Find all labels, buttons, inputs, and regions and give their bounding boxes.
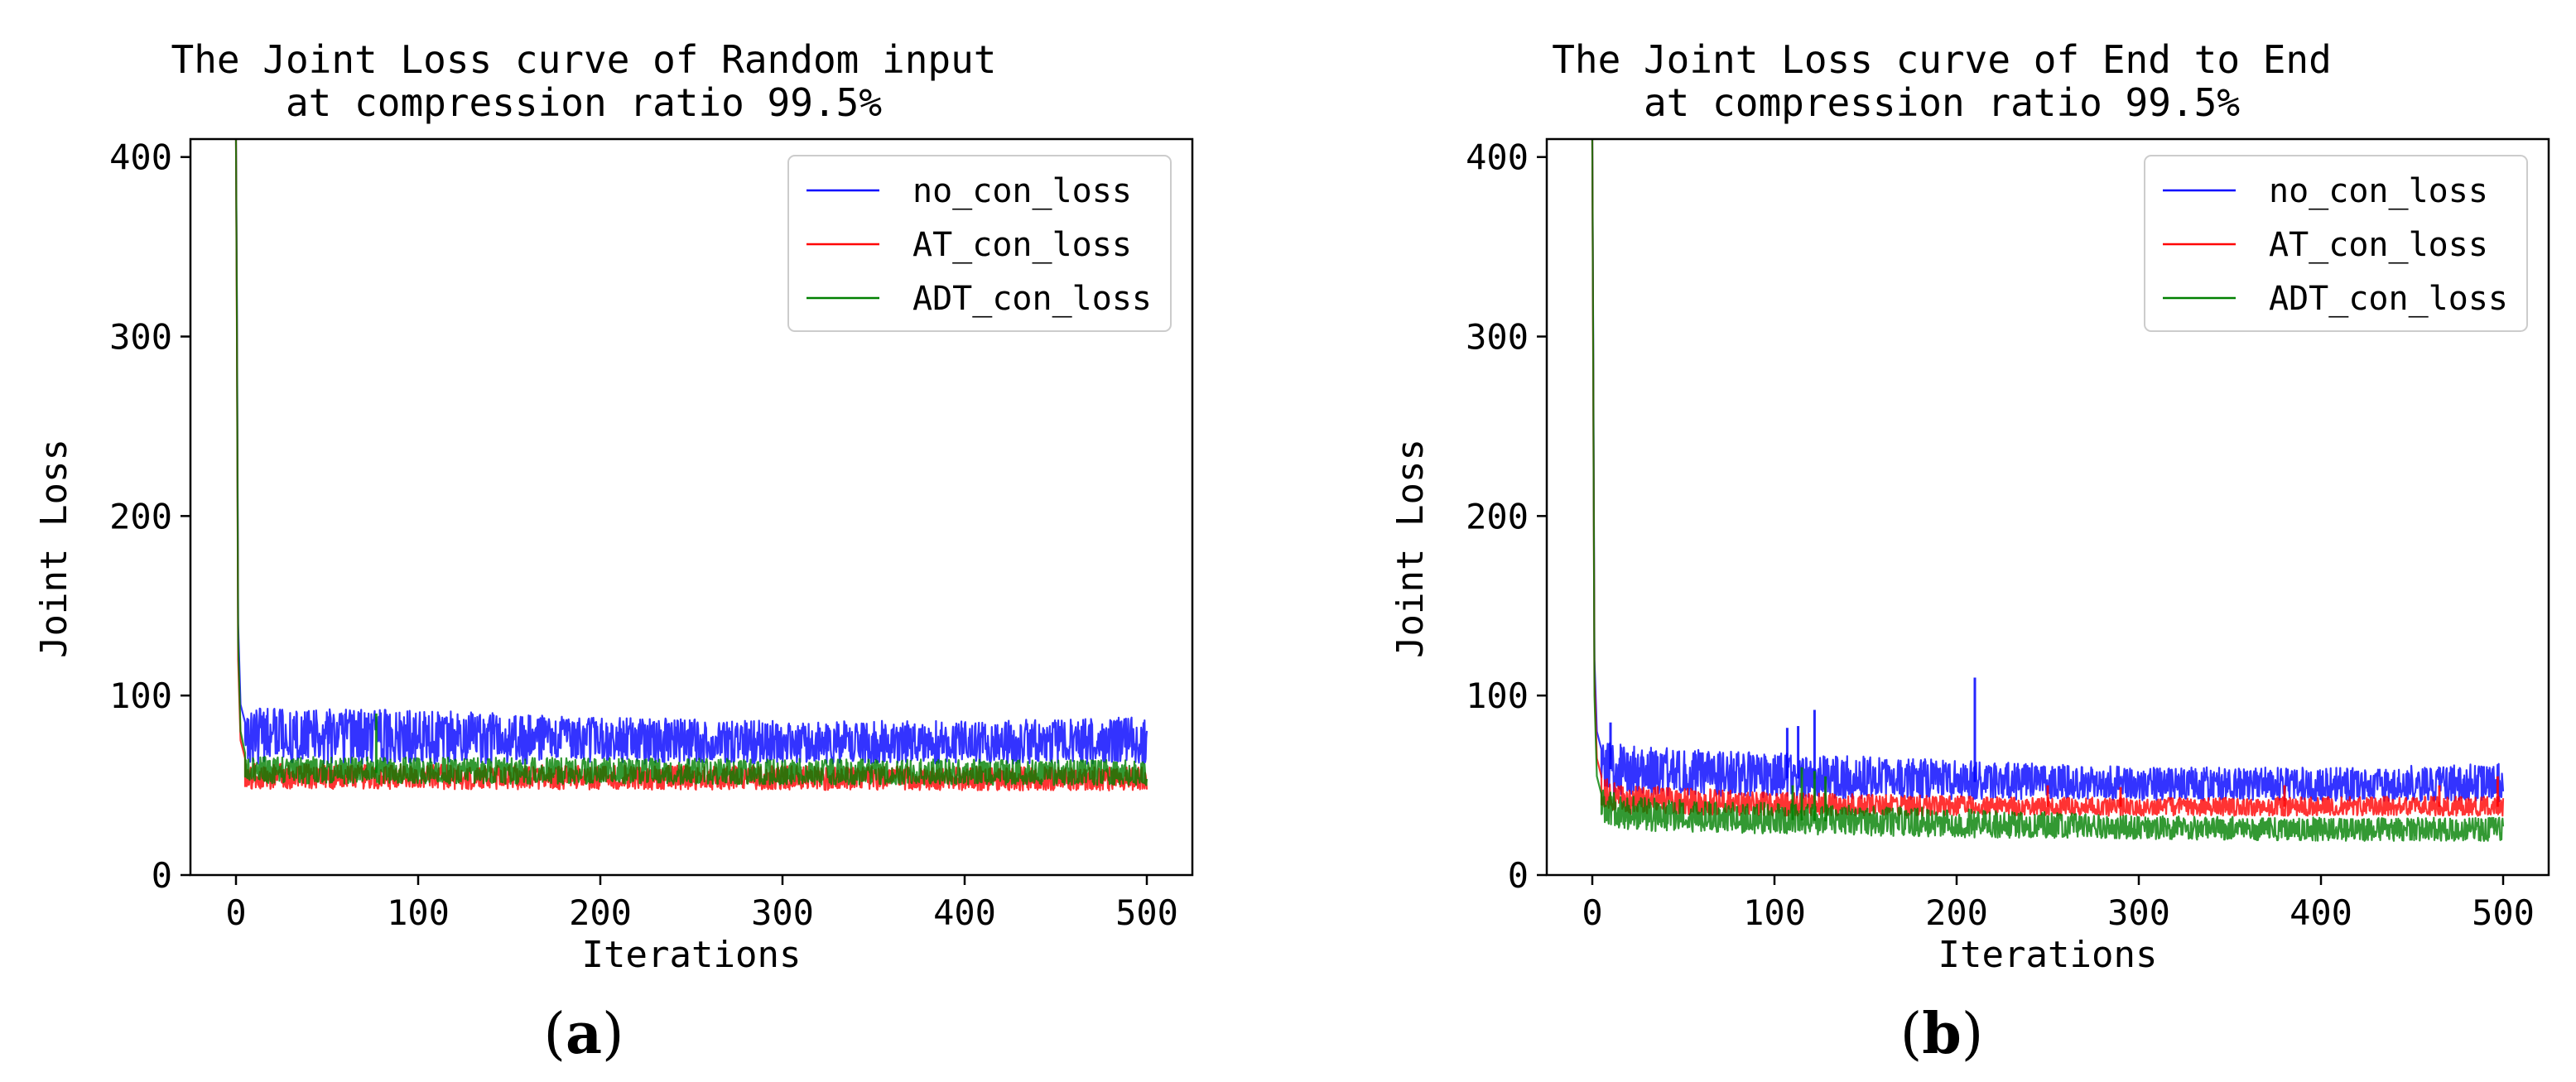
chart-title-line1: The Joint Loss curve of Random input: [171, 37, 997, 82]
series-line-ADT_con_loss: [234, 139, 1148, 786]
axes-frame: [189, 137, 1194, 877]
series-no_con_loss: [234, 139, 1148, 765]
series-ADT_con_loss: [1591, 139, 2505, 842]
y-tick-label: 0: [1508, 855, 1529, 896]
y-axis-label: Joint Loss: [33, 439, 75, 658]
legend-label-AT_con_loss: AT_con_loss: [912, 226, 1132, 264]
panel-label-open: (: [1900, 1002, 1923, 1067]
panel-label: (a): [543, 1001, 624, 1067]
chart-title-line2: at compression ratio 99.5%: [286, 80, 882, 125]
chart-title-line2: at compression ratio 99.5%: [1644, 80, 2240, 125]
x-tick-label: 100: [1743, 892, 1806, 933]
y-tick-label: 100: [1466, 676, 1529, 716]
legend: no_con_loss AT_con_loss ADT_con_loss: [2144, 155, 2528, 332]
x-tick-label: 100: [387, 892, 450, 933]
y-tick-label: 200: [1466, 496, 1529, 536]
y-tick-label: 0: [152, 855, 172, 896]
legend-box: [2144, 155, 2528, 332]
y-tick-label: 400: [1466, 137, 1529, 178]
x-tick-label: 400: [933, 892, 996, 933]
y-tick-label: 300: [109, 317, 172, 358]
series-line-AT_con_loss: [1591, 139, 2505, 817]
series-AT_con_loss: [1591, 139, 2505, 817]
x-axis-label: Iterations: [582, 934, 802, 976]
x-tick-label: 300: [2107, 892, 2170, 933]
plot-area: [234, 139, 1148, 791]
series-line-no_con_loss: [1591, 139, 2505, 803]
series-line-no_con_loss: [234, 139, 1148, 765]
axes-frame: [1545, 137, 2550, 877]
x-tick-label: 0: [1582, 892, 1602, 933]
y-tick-label: 300: [1466, 317, 1529, 358]
x-tick-label: 300: [751, 892, 814, 933]
y-tick-label: 400: [109, 137, 172, 178]
panel-label-letter: a: [566, 1001, 602, 1067]
x-tick-label: 200: [1925, 892, 1988, 933]
plot-area: [1591, 139, 2505, 842]
series-no_con_loss: [1591, 139, 2505, 803]
panel-label: (b): [1900, 1001, 1984, 1067]
x-tick-label: 500: [1115, 892, 1178, 933]
y-tick-label: 100: [109, 676, 172, 716]
legend-box: [787, 155, 1172, 332]
x-tick-label: 0: [225, 892, 246, 933]
y-tick-label: 200: [109, 496, 172, 536]
panel-label-open: (: [543, 1002, 566, 1067]
legend-label-no_con_loss: no_con_loss: [2269, 172, 2488, 210]
x-tick-label: 400: [2290, 892, 2352, 933]
panel-label-close: ): [602, 1002, 624, 1067]
legend-label-AT_con_loss: AT_con_loss: [2269, 226, 2488, 264]
y-axis-label: Joint Loss: [1389, 439, 1432, 658]
legend-label-ADT_con_loss: ADT_con_loss: [912, 280, 1152, 318]
legend-label-ADT_con_loss: ADT_con_loss: [2269, 280, 2508, 318]
legend: no_con_loss AT_con_loss ADT_con_loss: [787, 155, 1172, 332]
panel-label-letter: b: [1922, 1001, 1962, 1067]
chart-title-line1: The Joint Loss curve of End to End: [1552, 37, 2332, 82]
legend-label-no_con_loss: no_con_loss: [912, 172, 1132, 210]
x-tick-label: 200: [569, 892, 632, 933]
series-ADT_con_loss: [234, 139, 1148, 786]
x-axis-label: Iterations: [1938, 934, 2158, 976]
x-tick-label: 500: [2472, 892, 2535, 933]
series-line-ADT_con_loss: [1591, 139, 2505, 842]
panel-label-close: ): [1962, 1002, 1984, 1067]
